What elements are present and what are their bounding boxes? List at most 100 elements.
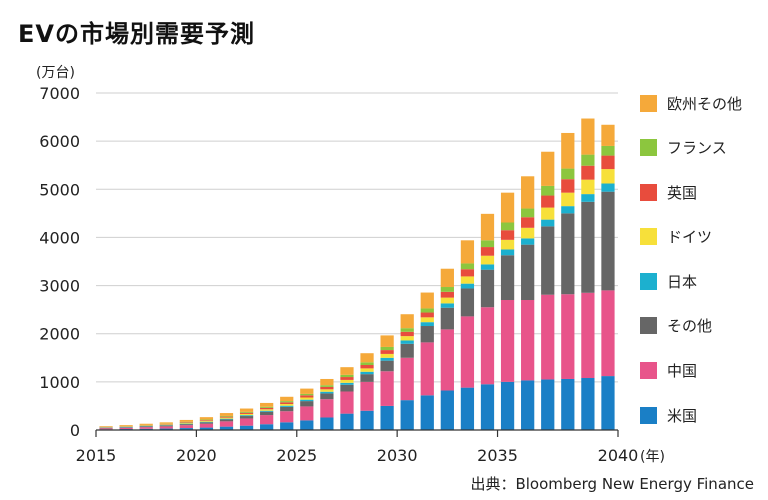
bar-segment-2039-s0: [581, 378, 595, 430]
legend-label: フランス: [667, 139, 727, 158]
bar-segment-2016-s7: [119, 425, 133, 427]
legend-label: 日本: [667, 272, 698, 291]
bar-segment-2021-s0: [219, 426, 234, 430]
bar-segment-2028-s3: [360, 371, 374, 375]
bar-segment-2040-s4: [601, 169, 615, 184]
bar-segment-2039-s3: [581, 194, 595, 202]
bar-segment-2039-s4: [581, 179, 595, 195]
bar-segment-2039-s2: [581, 201, 595, 293]
bar-segment-2020-s6: [199, 419, 214, 421]
bar-segment-2029-s4: [380, 353, 394, 358]
bar-segment-2036-s7: [521, 176, 535, 209]
bar-segment-2018-s7: [159, 422, 173, 424]
bar-segment-2035-s2: [500, 255, 515, 301]
y-axis-unit-label: (万台): [36, 65, 75, 81]
bar-segment-2017-s2: [139, 426, 153, 428]
bar-segment-2023-s0: [260, 424, 274, 430]
bar-segment-2024-s1: [280, 411, 294, 423]
bar-segment-2040-s7: [601, 124, 615, 146]
bar-segment-2024-s5: [280, 402, 294, 405]
x-tick-label: 2020: [176, 446, 217, 465]
bar-segment-2029-s0: [380, 405, 394, 430]
legend-swatch: [640, 94, 657, 112]
bar-segment-2026-s1: [320, 399, 334, 418]
bar-segment-2034-s2: [480, 269, 495, 308]
legend-label: 中国: [667, 362, 698, 381]
legend-swatch: [640, 406, 657, 424]
bar-segment-2020-s4: [199, 420, 214, 422]
bar-segment-2021-s6: [219, 415, 234, 417]
bar-segment-2029-s6: [380, 346, 394, 351]
y-tick-label: 0: [70, 421, 80, 440]
bar-segment-2038-s6: [561, 168, 575, 180]
bar-segment-2020-s7: [199, 417, 214, 420]
bar-segment-2038-s5: [561, 179, 575, 193]
bar-segment-2020-s3: [199, 421, 214, 423]
bar-segment-2026-s2: [320, 393, 334, 400]
bar-segment-2030-s6: [400, 328, 414, 332]
y-tick-label: 1000: [39, 373, 80, 392]
source-note: 出典：Bloomberg New Energy Finance: [470, 475, 754, 493]
bar-segment-2022-s7: [239, 408, 254, 412]
bar-segment-2038-s4: [561, 192, 575, 207]
bar-segment-2023-s2: [260, 411, 274, 416]
legend-label: 米国: [667, 406, 698, 425]
legend-item: 欧州その他: [640, 92, 765, 114]
bar-segment-2031-s3: [420, 322, 434, 327]
bar-segment-2024-s2: [280, 406, 294, 412]
bar-segment-2035-s3: [500, 249, 515, 256]
bar-segment-2032-s0: [440, 390, 454, 430]
bar-segment-2015-s1: [99, 428, 113, 430]
bar-segment-2040-s1: [601, 290, 615, 377]
bar-segment-2035-s0: [500, 381, 515, 430]
bar-segment-2021-s3: [219, 418, 234, 420]
bar-segment-2034-s7: [480, 213, 495, 241]
bar-segment-2039-s6: [581, 154, 595, 166]
bar-segment-2026-s6: [320, 385, 334, 387]
bar-segment-2033-s0: [460, 387, 475, 430]
bar-segment-2022-s6: [239, 411, 254, 413]
bar-segment-2038-s3: [561, 206, 575, 214]
bar-segment-2034-s5: [480, 247, 495, 256]
bar-segment-2027-s5: [340, 377, 354, 380]
x-tick-label: 2035: [477, 446, 518, 465]
bar-segment-2029-s5: [380, 350, 394, 354]
bar-segment-2040-s3: [601, 183, 615, 192]
legend-swatch: [640, 362, 657, 380]
bar-segment-2023-s6: [260, 406, 274, 408]
bar-segment-2037-s1: [541, 294, 555, 380]
bar-segment-2037-s4: [541, 207, 555, 220]
x-tick-label: 2040: [598, 446, 639, 465]
bar-segment-2038-s0: [561, 378, 575, 430]
axes: 0 1000 2000 3000 4000 5000 6000 7000 2015 2020 202…: [39, 84, 638, 465]
bar-segment-2037-s6: [541, 185, 555, 196]
bar-segment-2030-s1: [400, 357, 414, 401]
legend-item: フランス: [640, 137, 765, 159]
bar-segment-2019-s7: [179, 419, 193, 422]
bar-segment-2019-s1: [179, 425, 193, 429]
bar-segment-2030-s0: [400, 400, 414, 430]
bar-segment-2039-s7: [581, 118, 595, 155]
bar-segment-2031-s5: [420, 312, 434, 318]
bar-segment-2033-s1: [460, 316, 475, 388]
bar-segment-2036-s1: [521, 300, 535, 381]
y-tick-label: 6000: [39, 132, 80, 151]
bar-segment-2028-s2: [360, 374, 374, 382]
bar-segment-2019-s2: [179, 424, 193, 426]
y-tick-label: 4000: [39, 228, 80, 247]
bar-segment-2034-s1: [480, 307, 495, 385]
y-tick-label: 2000: [39, 325, 80, 344]
bar-segment-2021-s7: [219, 413, 234, 416]
gridlines: [96, 92, 618, 383]
bar-segment-2028-s0: [360, 410, 374, 430]
bar-segment-2038-s1: [561, 294, 575, 379]
bar-segment-2032-s5: [440, 291, 454, 298]
bar-segment-2023-s1: [260, 415, 274, 425]
bar-segment-2027-s4: [340, 379, 354, 383]
bar-segment-2031-s2: [420, 326, 434, 343]
bar-segment-2037-s5: [541, 195, 555, 208]
bar-segment-2036-s4: [521, 227, 535, 239]
bar-segment-2035-s7: [500, 192, 515, 223]
bar-segment-2035-s1: [500, 300, 515, 382]
x-tick-label: 2025: [276, 446, 317, 465]
